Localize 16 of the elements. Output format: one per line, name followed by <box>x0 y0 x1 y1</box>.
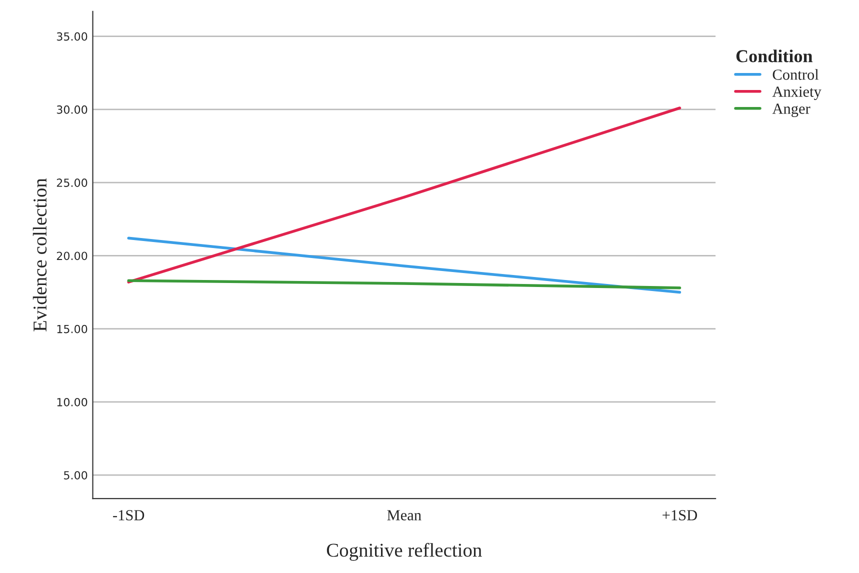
y-axis-title: Evidence collection <box>32 178 47 332</box>
y-tick-label: 15.00 <box>57 324 88 334</box>
legend-label: Anxiety <box>772 86 822 100</box>
y-tick-label: 30.00 <box>56 105 88 114</box>
y-tick-label: 10.00 <box>57 398 88 406</box>
y-tick-label: 35.00 <box>56 32 88 41</box>
y-tick-label: 5.00 <box>64 471 88 480</box>
x-tick-label: +1SD <box>662 510 698 520</box>
x-axis-title: Cognitive reflection <box>326 542 482 561</box>
y-tick-label: 25.00 <box>56 178 88 187</box>
y-tick-label: 20.00 <box>56 252 88 260</box>
legend-label: Control <box>772 69 819 80</box>
legend-label: Anger <box>772 104 810 118</box>
x-tick-label: Mean <box>387 510 422 520</box>
x-tick-label: -1SD <box>113 510 144 520</box>
legend-title: Condition <box>736 50 813 62</box>
